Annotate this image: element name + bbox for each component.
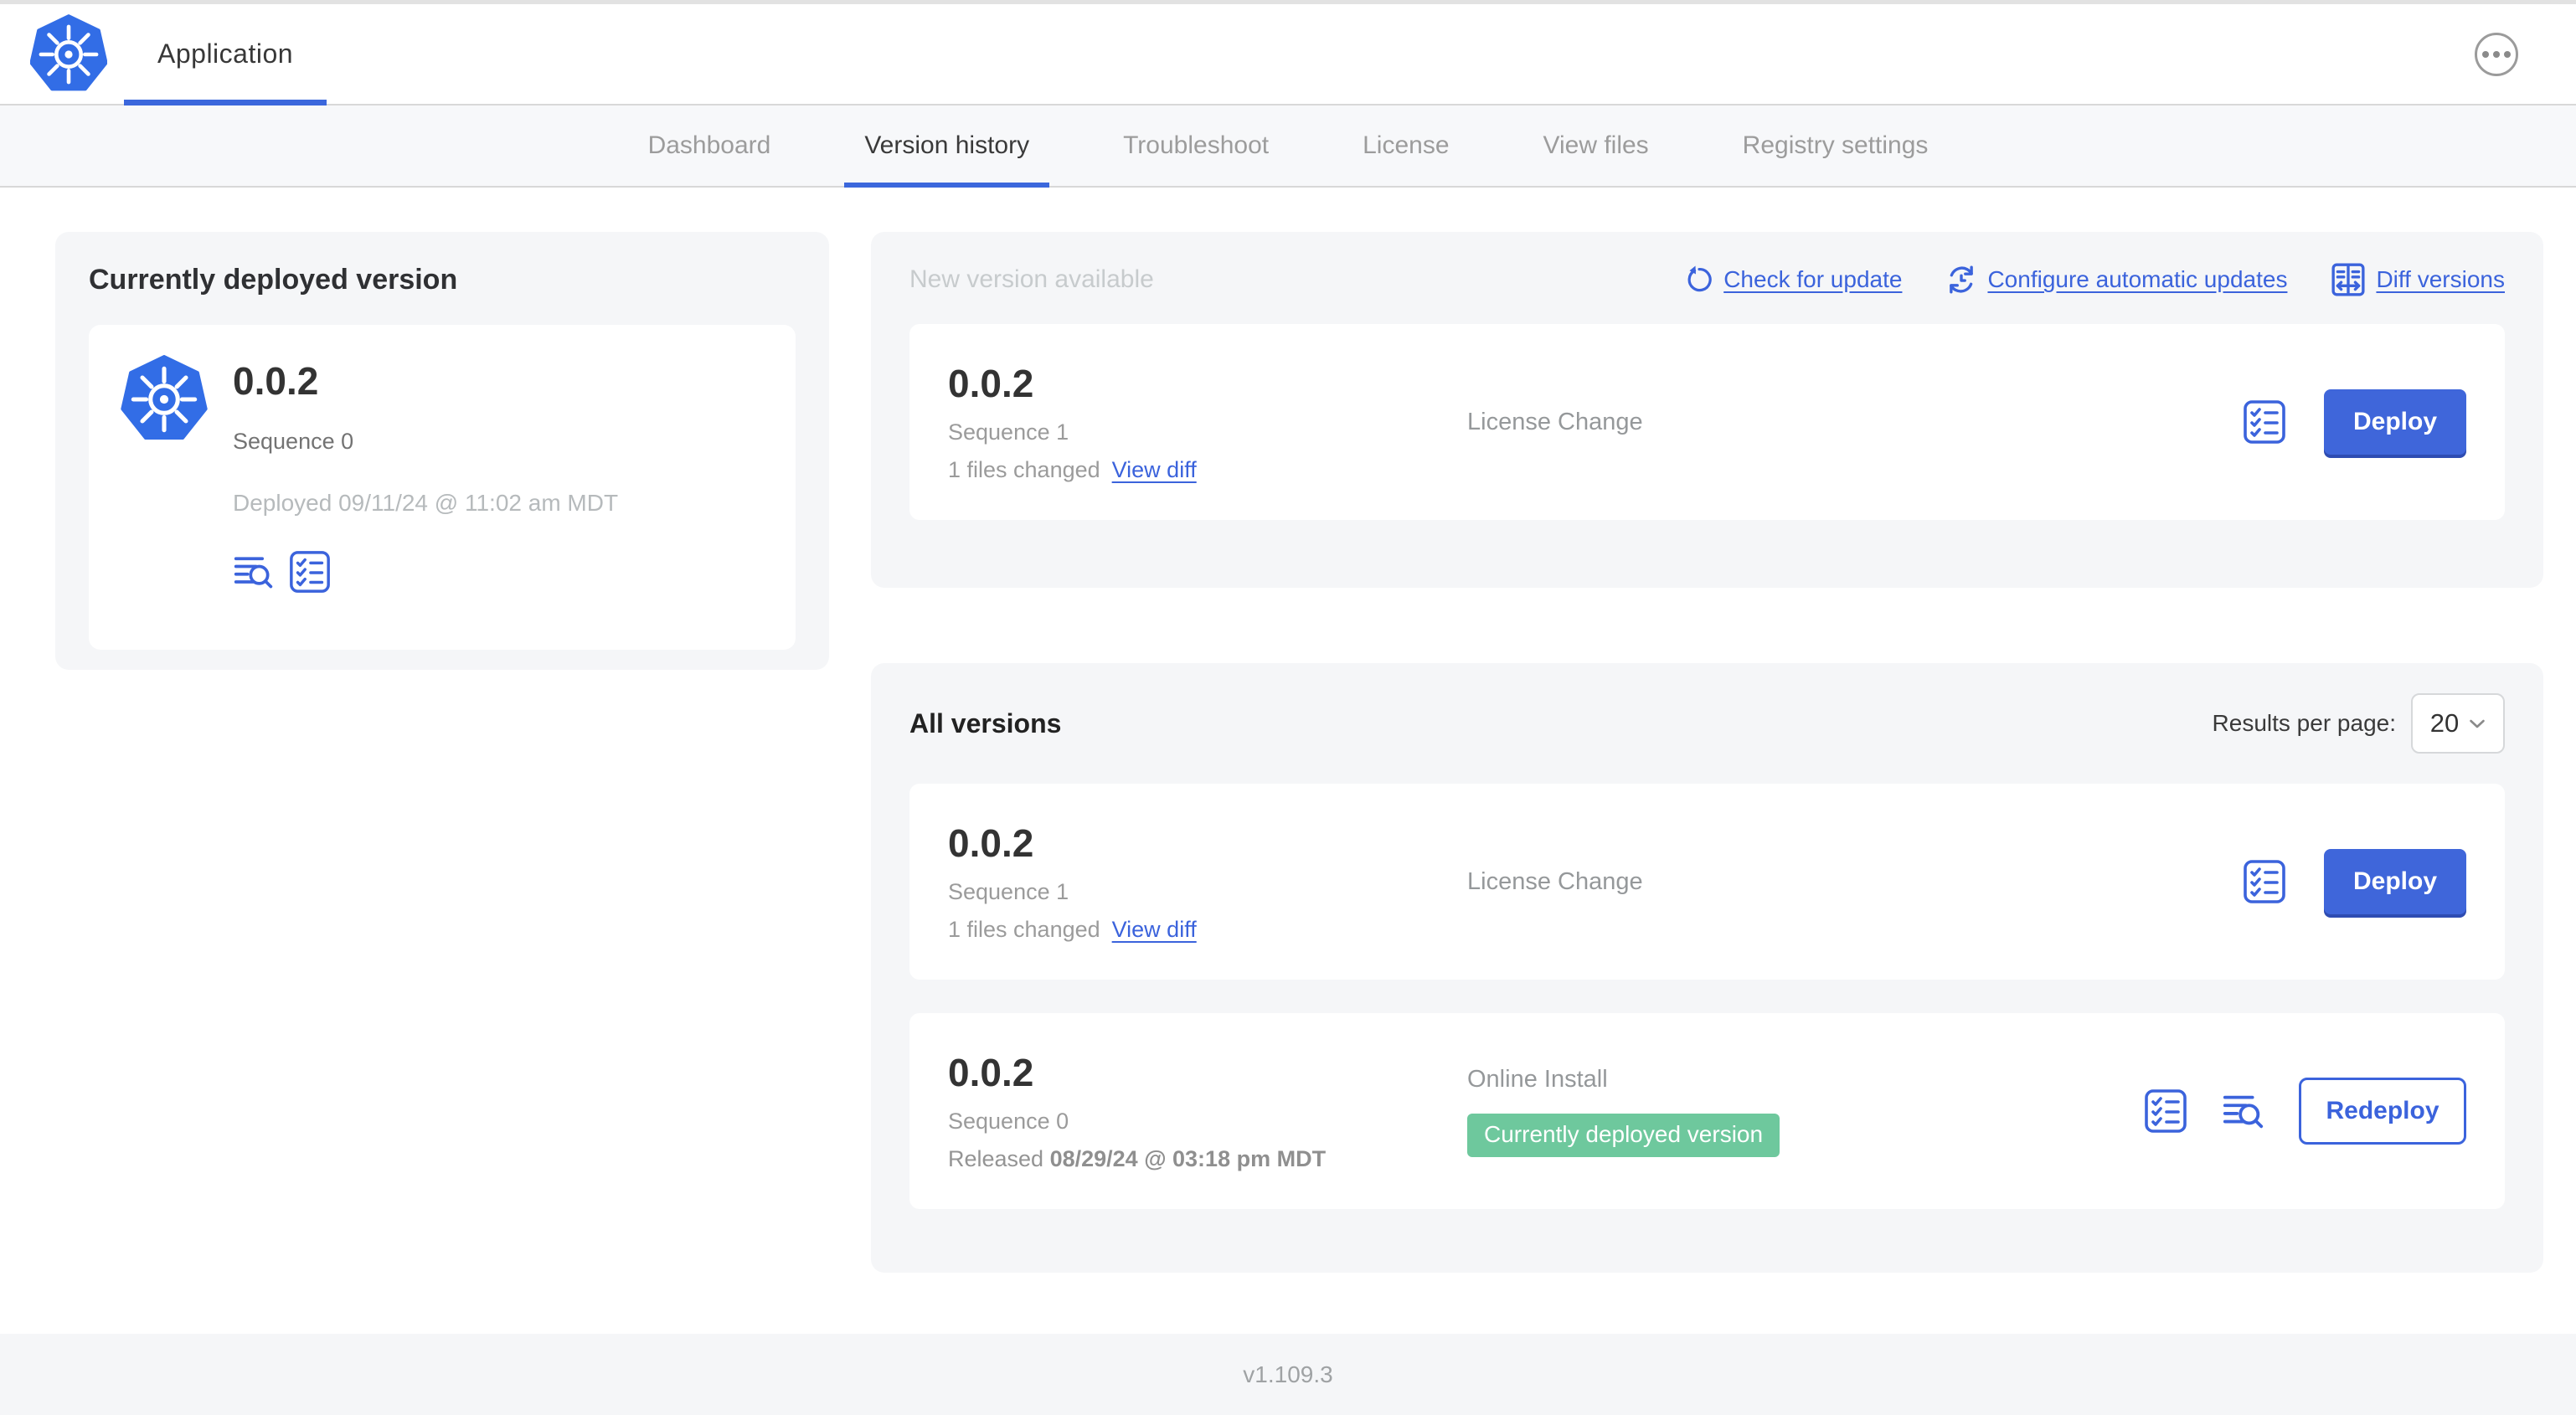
kubernetes-logo [30, 13, 107, 96]
deploy-button[interactable]: Deploy [2324, 849, 2466, 914]
preflight-checklist-icon[interactable] [288, 550, 332, 594]
app-subnav: Dashboard Version history Troubleshoot L… [0, 105, 2576, 188]
tab-application[interactable]: Application [124, 4, 327, 105]
update-schedule-icon [1950, 265, 1974, 294]
deployed-version-number: 0.0.2 [233, 359, 319, 403]
version-source: License Change [1467, 867, 1643, 895]
window-top-strip [0, 0, 2576, 4]
preflight-checklist-icon[interactable] [2143, 1088, 2188, 1134]
all-versions-card: All versions Results per page: 20 0.0.2 … [871, 663, 2543, 1273]
check-for-update-link[interactable]: Check for update [1683, 265, 1902, 295]
preflight-checklist-icon[interactable] [2242, 399, 2287, 445]
logs-magnifier-icon[interactable] [233, 550, 275, 594]
all-versions-title: All versions [909, 708, 1062, 738]
diff-versions-icon [2331, 263, 2365, 296]
new-version-title: New version available [909, 265, 1154, 293]
files-changed: 1 files changed [948, 457, 1100, 482]
refresh-icon [1687, 265, 1712, 292]
released-timestamp: Released 08/29/24 @ 03:18 pm MDT [948, 1146, 1327, 1171]
version-source: Online Install [1467, 1065, 1608, 1093]
logs-magnifier-icon[interactable] [2222, 1088, 2265, 1134]
tab-version-history[interactable]: Version history [844, 105, 1049, 188]
currently-deployed-card: Currently deployed version 0.0.2 Sequenc… [55, 232, 829, 670]
currently-deployed-title: Currently deployed version [89, 264, 458, 296]
app-title: Application [157, 39, 294, 69]
console-version: v1.109.3 [1243, 1361, 1333, 1387]
view-diff-link[interactable]: View diff [1111, 917, 1197, 942]
tab-registry-settings[interactable]: Registry settings [1742, 131, 1929, 159]
deploy-button[interactable]: Deploy [2324, 389, 2466, 455]
version-sequence: Sequence 1 [948, 879, 1069, 904]
version-number: 0.0.2 [948, 821, 1034, 865]
version-row: 0.0.2 Sequence 1 1 files changed View di… [909, 784, 2505, 980]
main-content: Currently deployed version 0.0.2 Sequenc… [0, 188, 2576, 1334]
currently-deployed-badge: Currently deployed version [1467, 1113, 1780, 1157]
chevron-down-icon [2470, 719, 2486, 728]
new-version-card: New version available Check for update C… [871, 232, 2543, 588]
more-menu-button[interactable] [2475, 32, 2518, 76]
diff-versions-link[interactable]: Diff versions [2331, 262, 2505, 297]
page-footer: v1.109.3 [0, 1334, 2576, 1415]
deployed-sequence: Sequence 0 [233, 429, 354, 454]
app-header: Application [0, 4, 2576, 105]
kubernetes-logo [121, 355, 208, 444]
tab-dashboard[interactable]: Dashboard [647, 131, 771, 159]
files-changed: 1 files changed [948, 917, 1100, 942]
deployed-version-panel: 0.0.2 Sequence 0 Deployed 09/11/24 @ 11:… [89, 325, 796, 650]
configure-automatic-updates-link[interactable]: Configure automatic updates [1945, 264, 2287, 296]
tab-view-files[interactable]: View files [1543, 131, 1649, 159]
redeploy-button[interactable]: Redeploy [2299, 1078, 2466, 1145]
new-version-row: 0.0.2 Sequence 1 1 files changed View di… [909, 324, 2505, 520]
version-number: 0.0.2 [948, 1051, 1034, 1094]
results-per-page-label: Results per page: [2212, 710, 2396, 736]
deployed-timestamp: Deployed 09/11/24 @ 11:02 am MDT [233, 490, 619, 516]
version-number: 0.0.2 [948, 362, 1034, 405]
ellipsis-icon [2482, 50, 2489, 58]
preflight-checklist-icon[interactable] [2242, 859, 2287, 904]
view-diff-link[interactable]: View diff [1111, 457, 1197, 482]
version-sequence: Sequence 0 [948, 1109, 1069, 1134]
tab-license[interactable]: License [1363, 131, 1450, 159]
version-sequence: Sequence 1 [948, 419, 1069, 445]
results-per-page-select[interactable]: 20 [2411, 693, 2505, 754]
version-source: License Change [1467, 408, 1643, 435]
version-row: 0.0.2 Sequence 0 Released 08/29/24 @ 03:… [909, 1013, 2505, 1209]
tab-troubleshoot[interactable]: Troubleshoot [1123, 131, 1270, 159]
